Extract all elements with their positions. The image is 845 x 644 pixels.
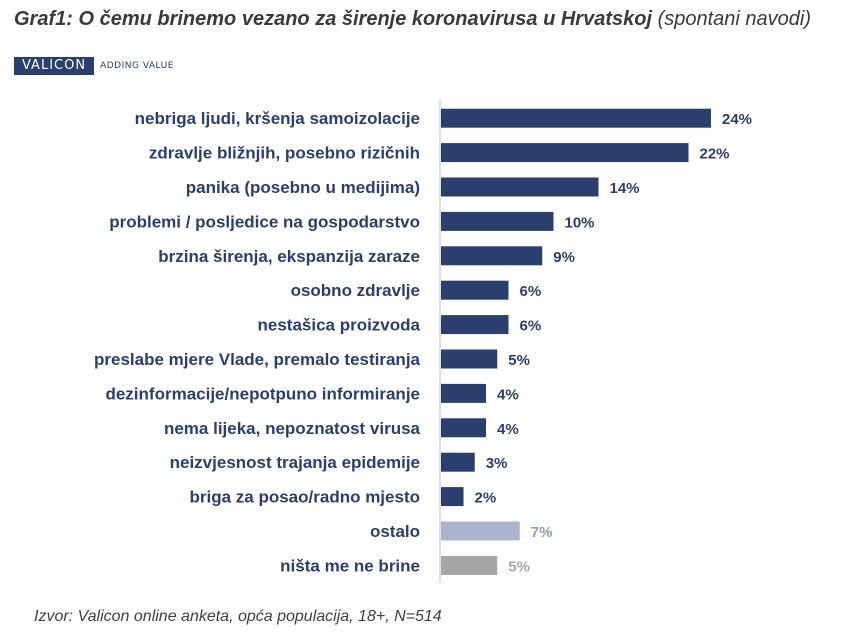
value-label: 6% <box>520 283 542 300</box>
category-label: ništa me ne brine <box>280 556 420 575</box>
bar <box>441 211 554 231</box>
bar <box>441 280 509 300</box>
value-label: 10% <box>565 214 595 231</box>
chart-title-main: Graf1: O čemu brinemo vezano za širenje … <box>14 8 652 30</box>
category-label: panika (posebno u medijima) <box>186 178 420 197</box>
category-label: zdravlje bližnjih, posebno rizičnih <box>149 144 420 163</box>
category-label: problemi / posljedice na gospodarstvo <box>109 212 420 231</box>
bar <box>441 383 486 403</box>
category-label: nema lijeka, nepoznatost virusa <box>164 419 421 438</box>
category-label: ostalo <box>370 522 420 541</box>
value-label: 9% <box>553 249 575 266</box>
category-label: brzina širenja, ekspanzija zaraze <box>158 247 420 266</box>
value-label: 7% <box>531 524 553 541</box>
bar <box>441 349 498 369</box>
category-label: preslabe mjere Vlade, premalo testiranja <box>94 350 421 369</box>
category-label: osobno zdravlje <box>291 281 420 300</box>
chart-subtitle: (spontani navodi) <box>657 8 811 30</box>
value-label: 6% <box>520 318 542 335</box>
category-label: dezinformacije/nepotpuno informiranje <box>105 384 420 403</box>
bar-chart: nebriga ljudi, kršenja samoizolacije 24% z… <box>94 99 752 583</box>
value-label: 4% <box>497 386 519 403</box>
bar <box>441 487 464 507</box>
value-label: 5% <box>508 352 530 369</box>
logo-wordmark: VALICON <box>14 57 95 75</box>
value-label: 24% <box>722 111 752 128</box>
category-label: nebriga ljudi, kršenja samoizolacije <box>135 109 420 128</box>
value-label: 3% <box>486 455 508 472</box>
category-label: briga za posao/radno mjesto <box>190 488 421 507</box>
logo-tagline: ADDING VALUE <box>100 61 174 71</box>
bar <box>441 418 486 438</box>
bar <box>441 177 599 197</box>
bar <box>441 108 711 128</box>
category-label: neizvjesnost trajanja epidemije <box>170 453 420 472</box>
bar <box>441 143 689 163</box>
bar <box>441 246 543 266</box>
bar <box>441 315 509 335</box>
chart-title: Graf1: O čemu brinemo vezano za širenje … <box>14 8 811 31</box>
valicon-logo: VALICON ADDING VALUE <box>14 57 174 75</box>
bar <box>441 452 475 472</box>
category-label: nestašica proizvoda <box>257 316 420 335</box>
value-label: 5% <box>508 558 530 575</box>
value-label: 14% <box>610 180 640 197</box>
bar <box>441 555 498 575</box>
value-label: 22% <box>700 146 730 163</box>
bar <box>441 521 520 541</box>
source-note: Izvor: Valicon online anketa, opća popul… <box>34 608 442 625</box>
value-label: 2% <box>475 490 497 507</box>
value-label: 4% <box>497 421 519 438</box>
